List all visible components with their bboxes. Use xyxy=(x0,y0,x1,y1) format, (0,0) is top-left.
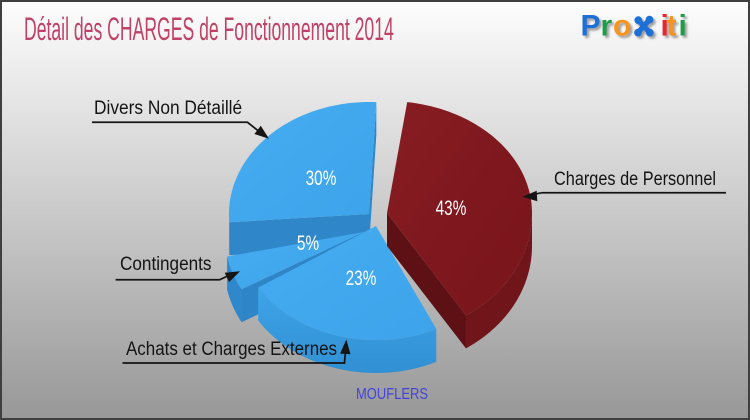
svg-text:i: i xyxy=(679,10,687,43)
svg-text:t: t xyxy=(667,10,677,43)
svg-text:o: o xyxy=(613,10,631,43)
svg-text:i: i xyxy=(661,10,669,43)
svg-text:P: P xyxy=(581,10,601,43)
svg-text:r: r xyxy=(601,10,613,43)
